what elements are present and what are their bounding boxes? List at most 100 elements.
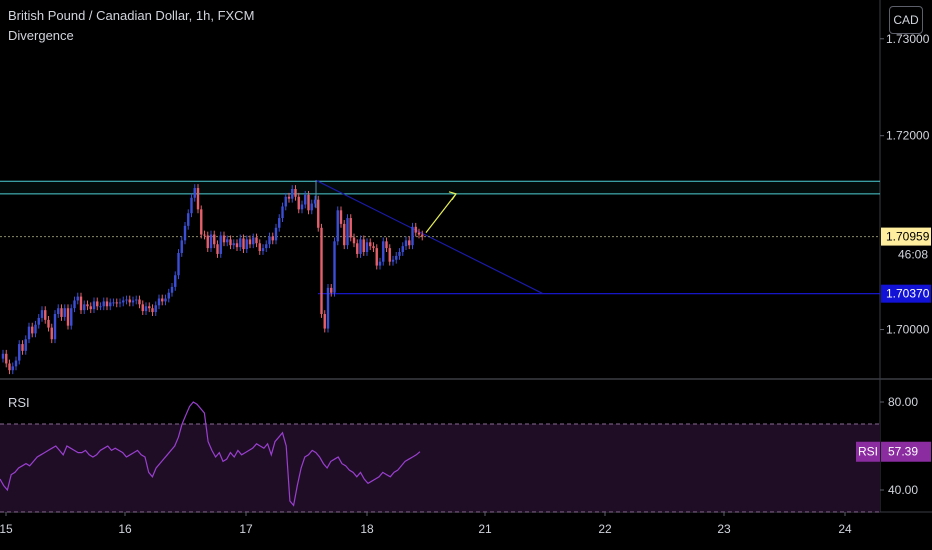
candle-body xyxy=(404,240,408,247)
candle-body xyxy=(255,237,258,244)
time-tick-label: 23 xyxy=(717,522,731,536)
time-tick-label: 22 xyxy=(598,522,612,536)
candle-body xyxy=(343,223,346,246)
countdown-tag xyxy=(881,246,931,263)
candle-body xyxy=(274,227,278,241)
candle-body xyxy=(271,236,274,241)
candle-body xyxy=(388,248,391,262)
candle-body xyxy=(73,300,76,309)
candle-body xyxy=(304,194,307,205)
candle-body xyxy=(252,237,255,245)
candle-body xyxy=(222,235,226,243)
candle-body xyxy=(346,218,349,246)
time-tick-label: 16 xyxy=(118,522,132,536)
rsi-name-tag-text: RSI xyxy=(858,445,878,459)
candle-body xyxy=(70,308,73,326)
candle-body xyxy=(268,236,271,245)
candle-body xyxy=(131,300,135,303)
candle-body xyxy=(118,302,122,304)
time-tick-label: 18 xyxy=(360,522,374,536)
projection-arrow-head xyxy=(448,191,457,201)
candle-body xyxy=(44,310,47,320)
rsi-value-tag xyxy=(881,441,931,462)
candle-body xyxy=(323,314,326,329)
candle-body xyxy=(183,225,187,241)
rsi-value-tag-text: 57.39 xyxy=(888,445,918,459)
candle-body xyxy=(92,301,96,310)
candle-body xyxy=(161,298,164,302)
candle-body xyxy=(382,241,385,262)
candle-body xyxy=(148,306,151,309)
candle-body xyxy=(375,248,378,266)
candle-body xyxy=(99,306,102,308)
candle-body xyxy=(40,310,44,318)
candle-body xyxy=(245,239,248,250)
candle-body xyxy=(414,226,417,233)
candle-body xyxy=(157,298,161,306)
candle-body xyxy=(333,241,336,293)
candle-body xyxy=(391,259,395,262)
candle-body xyxy=(359,239,362,254)
candle-body xyxy=(320,227,323,315)
candle-body xyxy=(115,302,118,304)
rsi-pane-label: RSI xyxy=(8,395,30,410)
candle-body xyxy=(339,210,343,224)
candle-body xyxy=(242,238,245,250)
rsi-tick-label: 40.00 xyxy=(888,483,918,497)
candle-body xyxy=(180,240,183,253)
candle-body xyxy=(317,199,320,228)
time-tick-label: 24 xyxy=(838,522,852,536)
candle-body xyxy=(206,235,209,249)
candle-body xyxy=(356,243,359,254)
candle-body xyxy=(261,248,265,252)
candle-body xyxy=(336,210,339,242)
candle-body xyxy=(258,243,261,252)
candle-body xyxy=(164,298,167,302)
candle-body xyxy=(187,213,190,226)
candle-body xyxy=(76,296,79,301)
candle-body xyxy=(398,252,401,256)
candle-body xyxy=(365,242,369,252)
candles-group xyxy=(1,184,424,375)
candle-body xyxy=(122,300,125,303)
symbol-legend: British Pound / Canadian Dollar, 1h, FXC… xyxy=(8,8,255,23)
candle-body xyxy=(326,287,330,329)
candle-body xyxy=(154,305,157,313)
countdown-value: 46:08 xyxy=(898,248,928,262)
candle-body xyxy=(125,299,128,301)
candle-body xyxy=(63,308,66,317)
candle-body xyxy=(313,199,317,204)
candle-body xyxy=(378,261,382,266)
line-price-value: 1.70370 xyxy=(886,287,930,301)
candle-body xyxy=(411,226,414,246)
candle-body xyxy=(421,234,424,237)
projection-arrow-line xyxy=(425,193,457,233)
candle-body xyxy=(369,242,372,247)
candle-body xyxy=(66,308,70,326)
candle-body xyxy=(216,244,219,254)
candle-body xyxy=(102,301,105,307)
candle-body xyxy=(330,287,333,293)
candle-body xyxy=(128,299,131,303)
candle-body xyxy=(37,317,40,325)
currency-button[interactable]: CAD xyxy=(889,6,923,34)
candle-body xyxy=(265,244,268,249)
candle-body xyxy=(27,326,31,340)
candle-body xyxy=(138,299,141,305)
time-tick-label: 21 xyxy=(478,522,492,536)
candle-body xyxy=(34,324,37,334)
rsi-name-tag xyxy=(856,441,880,462)
candle-body xyxy=(60,308,63,317)
candle-body xyxy=(174,275,177,287)
candle-body xyxy=(294,189,297,197)
last-price-value: 1.70959 xyxy=(886,230,930,244)
candle-body xyxy=(417,232,421,235)
candle-body xyxy=(200,209,203,235)
candle-body xyxy=(401,246,404,252)
last-price-tag xyxy=(881,227,931,246)
candle-body xyxy=(232,243,235,246)
candle-body xyxy=(14,360,18,367)
candle-body xyxy=(219,235,222,254)
candle-body xyxy=(287,196,291,199)
